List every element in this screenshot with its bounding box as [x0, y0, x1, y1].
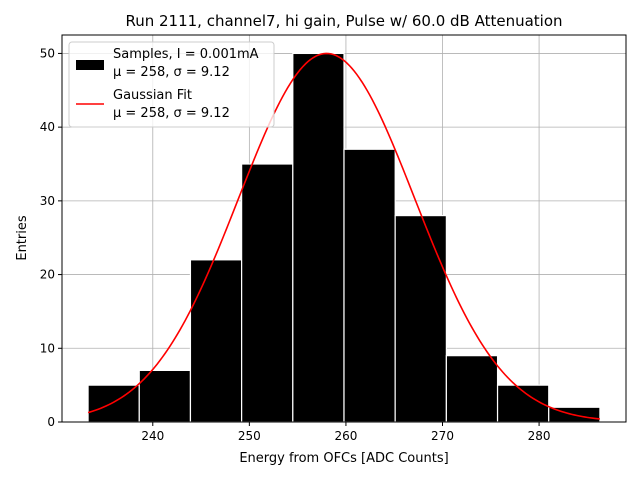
x-tick-label: 240 [141, 429, 164, 443]
gaussian-fit [87, 52, 601, 420]
plot-frame [61, 34, 627, 423]
histogram-bar [445, 355, 499, 423]
legend-samples-stats: μ = 258, σ = 9.12 [113, 65, 230, 80]
legend-box [68, 41, 275, 128]
x-axis-label: Energy from OFCs [ADC Counts] [239, 451, 448, 466]
x-axis-ticks: 240 250 260 270 280 [141, 422, 551, 443]
chart-title: Run 2111, channel7, hi gain, Pulse w/ 60… [125, 12, 562, 30]
legend-fit-stats: μ = 258, σ = 9.12 [113, 106, 230, 121]
histogram-bar [138, 369, 192, 423]
legend-samples-label: Samples, I = 0.001mA [113, 47, 259, 62]
legend: Samples, I = 0.001mA μ = 258, σ = 9.12 G… [68, 41, 275, 128]
y-tick-label: 50 [40, 46, 55, 60]
x-tick-label: 270 [431, 429, 454, 443]
histogram-bar [241, 163, 294, 423]
y-tick-label: 20 [40, 268, 55, 282]
y-tick-label: 40 [40, 120, 55, 134]
y-tick-label: 10 [40, 341, 55, 355]
histogram-bar [394, 215, 447, 423]
histogram-bar [343, 148, 396, 423]
x-tick-label: 250 [238, 429, 261, 443]
x-tick-label: 280 [528, 429, 551, 443]
histogram-bar [292, 52, 345, 423]
y-axis-ticks: 0 10 20 30 40 50 [40, 46, 62, 429]
gaussian-fit-line [87, 52, 601, 420]
legend-fit-label: Gaussian Fit [113, 88, 192, 103]
y-tick-label: 30 [40, 194, 55, 208]
legend-samples-swatch [76, 60, 104, 70]
y-axis-label: Entries [15, 215, 30, 261]
histogram-bars [87, 52, 601, 423]
y-tick-label: 0 [47, 415, 55, 429]
x-tick-label: 260 [334, 429, 357, 443]
histogram-bar [189, 259, 243, 423]
